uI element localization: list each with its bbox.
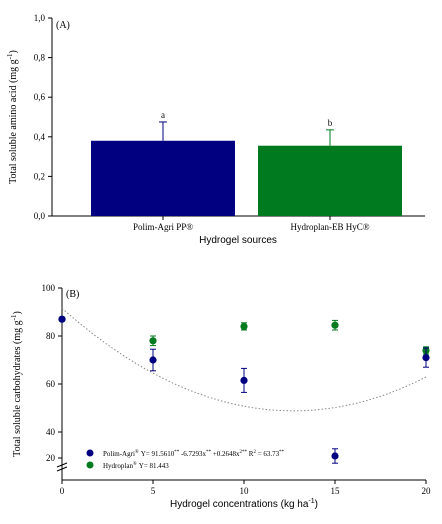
data-point bbox=[149, 356, 157, 364]
y-tick-label: 0,4 bbox=[34, 132, 46, 142]
significance-letter: b bbox=[328, 118, 333, 128]
panel-b-legend: Polim-Agri® Y= 91.5610** -6.7293x** +0.26… bbox=[86, 449, 285, 470]
x-tick-label: 5 bbox=[151, 486, 156, 496]
panel-b-x-ticks: 0 5 10 15 20 bbox=[60, 480, 431, 496]
panel-a-label: (A) bbox=[56, 20, 70, 31]
bar bbox=[258, 145, 402, 216]
panel-b: 20 40 60 80 100 0 5 10 15 20 (B) Total soluble c… bbox=[10, 283, 431, 510]
panel-b-points bbox=[58, 315, 430, 464]
y-tick-label: 0,0 bbox=[34, 211, 46, 221]
legend-entry-hydroplan: Hydroplan® Y= 81.443 bbox=[103, 461, 169, 470]
x-tick-label: 10 bbox=[240, 486, 250, 496]
y-tick-label: 0,6 bbox=[34, 92, 46, 102]
panel-b-y-ticks: 20 40 60 80 100 bbox=[42, 283, 62, 463]
y-tick-label: 1,0 bbox=[34, 13, 46, 23]
data-point bbox=[240, 322, 248, 330]
panel-a-y-ticks: 0,0 0,2 0,4 0,6 0,8 1,0 bbox=[34, 13, 52, 221]
x-tick-label: Polim-Agri PP® bbox=[133, 222, 193, 232]
data-point bbox=[149, 337, 157, 345]
x-tick-label: 0 bbox=[60, 486, 65, 496]
panel-b-y-title: Total soluble carbohydrates (mg g-1) bbox=[10, 311, 23, 457]
legend-marker-polim bbox=[86, 449, 94, 457]
panel-a-bars: a Polim-Agri PP® b Hydroplan-EB HyC® bbox=[91, 110, 402, 232]
data-point bbox=[331, 452, 339, 460]
y-tick-label: 60 bbox=[46, 379, 56, 389]
panel-a-y-title: Total soluble amino acid (mg g-1) bbox=[6, 50, 19, 184]
data-point bbox=[240, 376, 248, 384]
x-tick-label: Hydroplan-EB HyC® bbox=[290, 222, 369, 232]
y-tick-label: 40 bbox=[46, 427, 56, 437]
panel-b-label: (B) bbox=[66, 289, 79, 300]
x-tick-label: 15 bbox=[331, 486, 341, 496]
data-point bbox=[422, 354, 430, 362]
bar bbox=[91, 140, 235, 216]
panel-b-axis-break bbox=[56, 462, 68, 472]
y-tick-label: 100 bbox=[42, 283, 56, 293]
y-tick-label: 80 bbox=[46, 331, 56, 341]
panel-b-x-title: Hydrogel concentrations (kg ha-1) bbox=[170, 498, 318, 510]
legend-entry-polim: Polim-Agri® Y= 91.5610** -6.7293x** +0.26… bbox=[103, 449, 285, 458]
data-point bbox=[331, 321, 339, 329]
panel-a-x-title: Hydrogel sources bbox=[199, 235, 277, 246]
y-tick-label: 0,2 bbox=[34, 171, 45, 181]
panel-a: 0,0 0,2 0,4 0,6 0,8 1,0 a Polim-Agri PP® b Hydro… bbox=[6, 13, 425, 246]
significance-letter: a bbox=[161, 110, 165, 120]
y-tick-label: 20 bbox=[46, 453, 56, 463]
legend-marker-hydroplan bbox=[86, 461, 94, 469]
x-tick-label: 20 bbox=[422, 486, 432, 496]
data-point bbox=[58, 315, 66, 323]
y-tick-label: 0,8 bbox=[34, 53, 46, 63]
